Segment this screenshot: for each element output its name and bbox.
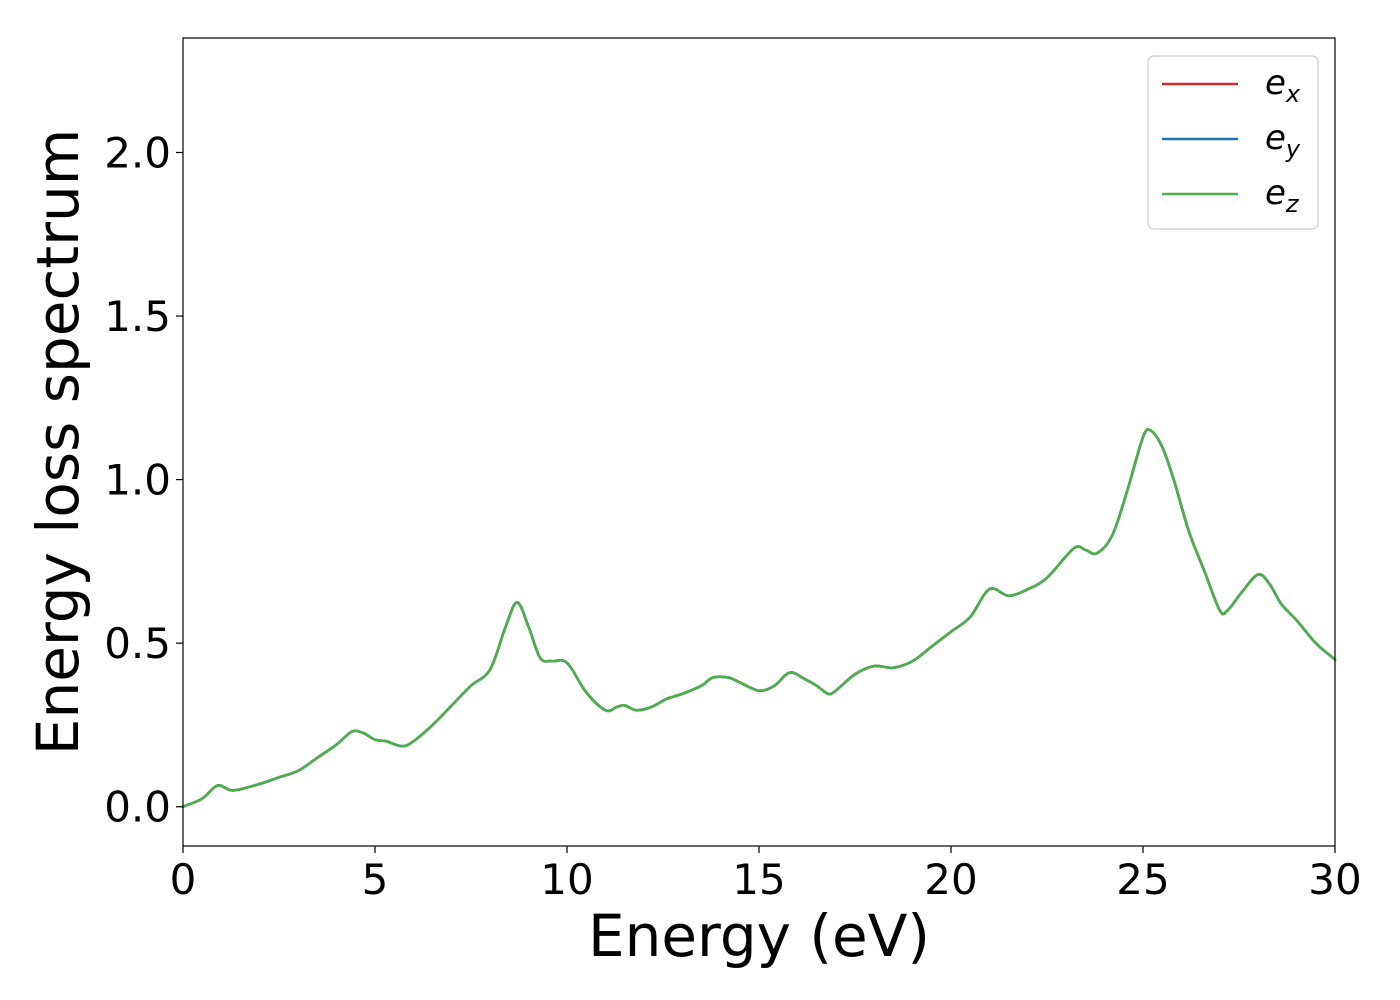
x-tick-label: 20 [924, 855, 977, 904]
y-tick-label: 0.0 [104, 783, 171, 832]
x-tick-label: 30 [1308, 855, 1361, 904]
series-layer [181, 428, 1337, 809]
x-tick-label: 10 [540, 855, 593, 904]
legend-label-e_x: ex [1265, 63, 1301, 108]
x-tick-label: 0 [170, 855, 197, 904]
y-axis-ticks: 0.0 0.5 1.0 1.5 2.0 [104, 128, 183, 832]
y-tick-label: 0.5 [104, 619, 171, 668]
x-axis-ticks: 0 5 10 15 20 25 30 [170, 846, 1362, 904]
series-line-e_z [181, 428, 1337, 809]
legend-label-e_y: ey [1265, 118, 1301, 163]
y-tick-label: 2.0 [104, 128, 171, 177]
y-axis-title: Energy loss spectrum [24, 129, 92, 755]
y-tick-label: 1.0 [104, 456, 171, 505]
x-tick-label: 25 [1116, 855, 1169, 904]
x-axis-title: Energy (eV) [588, 902, 930, 970]
x-tick-label: 15 [732, 855, 785, 904]
legend: ex ey ez [1147, 55, 1319, 230]
legend-label-e_z: ez [1265, 173, 1300, 218]
legend-box [1147, 55, 1319, 230]
x-tick-label: 5 [362, 855, 389, 904]
plot-background [183, 38, 1335, 846]
y-tick-label: 1.5 [104, 292, 171, 341]
